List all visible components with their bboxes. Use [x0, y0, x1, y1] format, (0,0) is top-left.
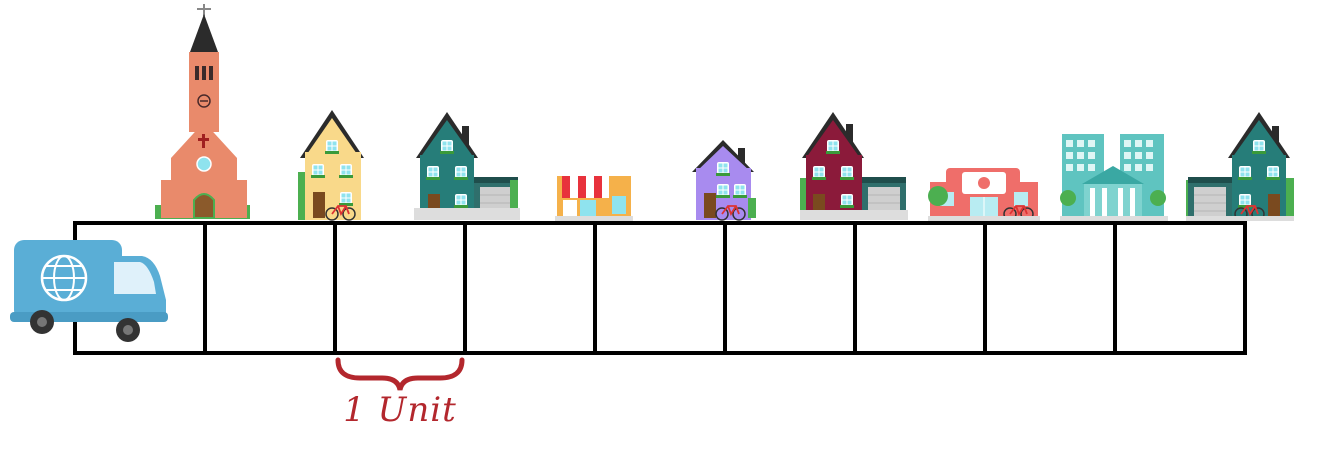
unit-grid — [73, 221, 1247, 355]
teal-house-garage-icon — [414, 112, 520, 220]
yellow-house-icon — [298, 110, 364, 221]
grid-outline — [73, 221, 1247, 355]
teal-house-garage-icon — [1186, 112, 1294, 221]
unit-brace — [335, 357, 465, 391]
delivery-van-icon — [10, 240, 168, 342]
church-icon — [155, 4, 250, 219]
shop-icon — [555, 176, 633, 221]
purple-house-icon — [692, 140, 756, 221]
unit-label: 1 Unit — [343, 390, 457, 430]
maroon-house-garage-icon — [800, 112, 908, 220]
bank-building-icon — [1060, 134, 1168, 221]
gym-icon — [928, 168, 1040, 221]
